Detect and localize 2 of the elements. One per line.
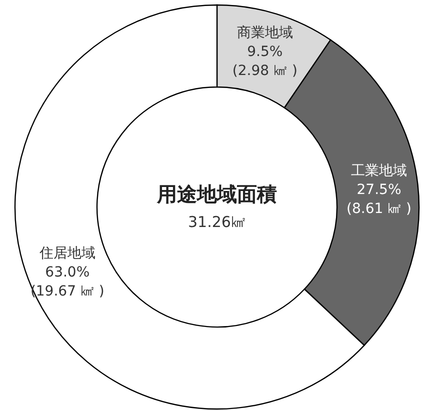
text: 31.26㎢ [188,213,246,231]
text: 用途地域面積 [156,182,277,206]
